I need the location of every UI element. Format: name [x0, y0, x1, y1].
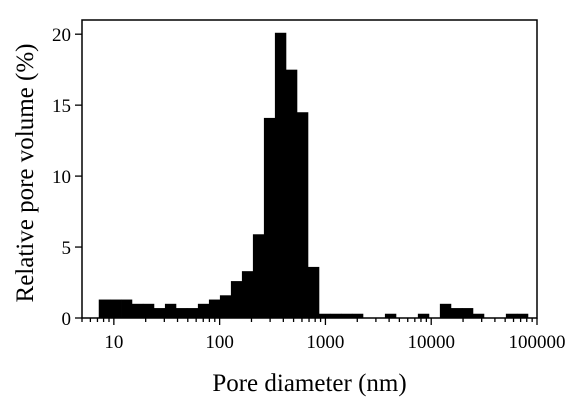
histogram-bar-28 [461, 308, 474, 318]
histogram-bar-3 [131, 303, 144, 318]
y-tick-label-4: 20 [52, 25, 71, 46]
axis-tick-labels: 10 100 1000 10000 100000 0 5 10 15 20 [52, 25, 566, 353]
x-tick-label-4: 100000 [509, 332, 566, 353]
histogram-bar-22 [340, 313, 353, 318]
histogram-bar-30 [505, 313, 518, 318]
histogram-bar-12 [230, 281, 243, 318]
histogram-bar-0 [98, 299, 111, 318]
histogram-bar-15 [263, 117, 276, 318]
y-tick-label-0: 0 [62, 309, 72, 330]
histogram-bar-20 [318, 313, 331, 318]
histogram-bar-26 [439, 303, 452, 318]
histogram-bar-11 [219, 295, 232, 318]
histogram-bar-7 [175, 308, 188, 318]
plot-frame [81, 19, 538, 319]
histogram-bar-5 [153, 308, 166, 318]
histogram-bar-21 [329, 313, 342, 318]
histogram-bar-25 [417, 313, 430, 318]
x-tick-label-2: 1000 [306, 332, 344, 353]
histogram-bar-17 [285, 69, 298, 318]
histogram-bar-6 [164, 303, 177, 318]
histogram-bar-29 [472, 313, 485, 318]
histogram-bar-9 [197, 303, 210, 318]
histogram-bars [98, 32, 529, 319]
histogram-bar-1 [110, 299, 122, 318]
histogram-bar-19 [307, 266, 320, 318]
histogram-bar-4 [142, 303, 155, 318]
histogram-bar-18 [296, 112, 309, 319]
y-tick-label-2: 10 [52, 167, 71, 188]
x-tick-label-1: 100 [205, 332, 234, 353]
histogram-bar-24 [384, 313, 397, 318]
histogram-bar-8 [186, 308, 199, 318]
histogram-bar-2 [121, 299, 133, 318]
x-tick-label-3: 10000 [407, 332, 455, 353]
x-tick-label-0: 10 [104, 332, 123, 353]
histogram-bar-13 [241, 271, 254, 318]
y-tick-label-3: 15 [52, 96, 71, 117]
histogram-bar-10 [208, 299, 221, 318]
histogram-bar-14 [252, 234, 265, 318]
histogram-bar-27 [450, 308, 463, 318]
y-axis-label: Relative pore volume (%) [12, 44, 39, 303]
y-tick-label-1: 5 [62, 238, 72, 259]
x-axis-label: Pore diameter (nm) [212, 370, 406, 397]
histogram-bar-31 [516, 313, 529, 318]
histogram-bar-23 [351, 313, 364, 318]
histogram-bar-16 [274, 32, 287, 319]
